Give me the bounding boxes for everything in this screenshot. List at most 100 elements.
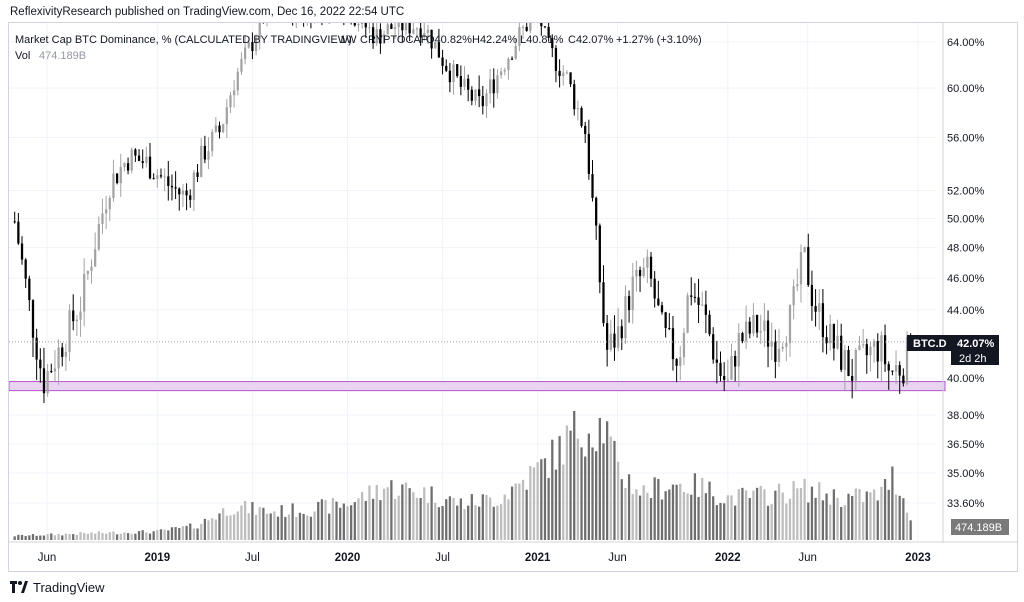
volume-bar — [514, 483, 517, 540]
volume-bar — [97, 531, 100, 540]
volume-bar — [503, 494, 506, 540]
legend-close: C42.07% — [568, 34, 613, 46]
volume-bar — [478, 506, 481, 540]
volume-bar — [905, 512, 909, 540]
candle-body — [719, 362, 722, 377]
volume-bar — [13, 536, 16, 540]
candle-body — [606, 323, 609, 350]
time-tick-label: 2022 — [715, 552, 741, 564]
volume-bar — [598, 417, 601, 540]
volume-bar — [715, 505, 718, 540]
candle-body — [35, 337, 38, 360]
volume-bar — [79, 532, 82, 540]
candle-body — [734, 355, 737, 367]
candle-body — [840, 335, 843, 370]
candle-body — [448, 70, 452, 83]
candle-body — [412, 29, 415, 34]
candle-body — [777, 348, 781, 362]
candle-body — [905, 337, 909, 384]
candle-body — [785, 342, 788, 347]
candle-body — [774, 341, 777, 362]
volume-bar — [225, 515, 228, 540]
volume-bar — [887, 489, 890, 540]
volume-bar — [858, 489, 861, 540]
candle-body — [485, 93, 488, 107]
volume-bar — [821, 500, 825, 540]
candle-body — [401, 14, 404, 31]
time-tick-label: 2021 — [525, 552, 551, 564]
volume-bar — [507, 499, 510, 540]
price-tick-label: 64.00% — [947, 37, 985, 49]
candle-body — [869, 346, 872, 356]
candle-body — [251, 42, 254, 52]
volume-bar — [631, 494, 634, 540]
volume-bar — [324, 499, 327, 540]
volume-bar — [880, 486, 883, 540]
volume-bar — [423, 487, 426, 540]
candle-body — [726, 379, 729, 381]
candle-body — [185, 190, 188, 196]
candle-body — [576, 108, 580, 110]
volume-bar — [152, 531, 155, 540]
volume-bar — [203, 518, 207, 540]
volume-bar — [701, 477, 704, 540]
volume-bar — [861, 502, 865, 540]
volume-bar — [291, 503, 294, 540]
tradingview-logo-icon — [10, 581, 28, 593]
grid-lines — [9, 23, 937, 541]
candle-body — [75, 319, 79, 322]
volume-bar — [580, 447, 583, 540]
candlestick-chart[interactable]: 64.00% 60.00% 56.00% 52.00% 50.00% 48.00% 46.0… — [8, 0, 1017, 571]
volume-bar — [218, 513, 221, 540]
volume-bar — [112, 531, 115, 540]
candle-body — [858, 345, 861, 351]
candle-body — [94, 249, 97, 267]
volume-bar — [536, 462, 539, 540]
candle-body — [203, 145, 207, 160]
candle-body — [152, 178, 155, 180]
candle-body — [847, 350, 850, 377]
tradingview-footer[interactable]: TradingView — [10, 579, 105, 595]
volume-bar — [726, 495, 729, 540]
candle-body — [503, 70, 506, 72]
candle-body — [46, 370, 49, 394]
legend-high: H42.24% — [472, 34, 517, 46]
candle-body — [510, 58, 514, 60]
publisher-line: ReflexivityResearch published on Trading… — [10, 6, 405, 18]
volume-bar — [606, 421, 609, 540]
volume-bar — [243, 501, 247, 540]
chart-panel[interactable]: 64.00% 60.00% 56.00% 52.00% 50.00% 48.00% 46.0… — [8, 0, 1018, 572]
volume-bar — [470, 494, 473, 540]
candle-body — [130, 149, 133, 171]
candle-body — [419, 28, 422, 38]
volume-bar — [437, 507, 441, 540]
volume-bar — [851, 495, 854, 540]
volume-bar — [214, 519, 217, 540]
candle-body — [565, 72, 569, 74]
candle-body — [752, 315, 755, 334]
candle-body — [902, 375, 905, 384]
volume-bar — [872, 489, 876, 540]
candle-body — [861, 344, 865, 346]
volume-bar — [719, 503, 722, 540]
volume-bar — [840, 507, 843, 540]
volume-bar — [101, 533, 104, 540]
candle-body — [818, 303, 821, 312]
volume-bar — [774, 490, 777, 540]
candle-body — [781, 346, 784, 349]
volume-bar — [485, 494, 488, 540]
price-badge-countdown: 2d 2h — [959, 353, 987, 365]
candle-body — [90, 266, 93, 271]
candle-body — [554, 48, 558, 71]
volume-bar — [807, 502, 810, 540]
volume-bar — [675, 484, 678, 540]
volume-bar — [236, 511, 239, 540]
volume-bar — [192, 528, 196, 540]
volume-bar — [723, 503, 726, 540]
volume-bar — [434, 502, 437, 540]
candle-body — [518, 27, 521, 46]
candle-body — [529, 16, 532, 31]
volume-bar — [573, 410, 576, 540]
volume-bar — [90, 532, 93, 540]
candle-body — [653, 278, 656, 299]
